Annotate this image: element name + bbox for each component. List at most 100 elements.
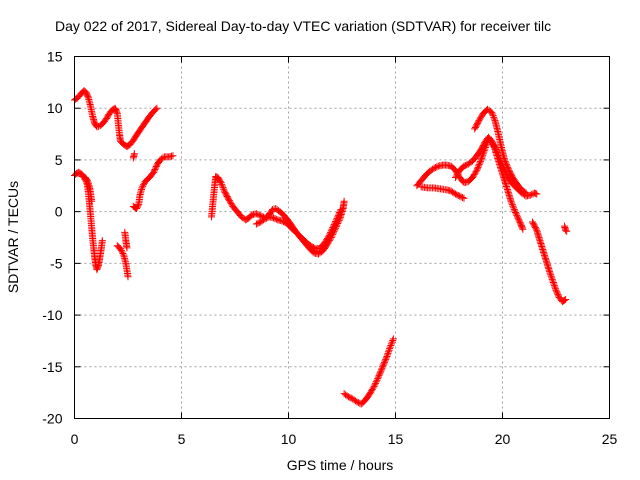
data-point: [490, 115, 498, 123]
data-point: [347, 394, 355, 402]
data-point: [218, 180, 226, 188]
data-point: [384, 349, 392, 357]
data-point: [512, 208, 520, 216]
data-point: [474, 163, 482, 171]
data-point: [429, 165, 437, 173]
data-point: [332, 216, 340, 224]
data-point: [139, 182, 147, 190]
data-series-segment: [471, 105, 530, 197]
data-point: [502, 160, 510, 168]
data-point: [532, 225, 540, 233]
data-series-segment: [207, 172, 348, 258]
data-point: [547, 271, 555, 279]
data-point: [353, 398, 361, 406]
data-point: [366, 390, 374, 398]
data-point: [473, 165, 481, 173]
data-point: [257, 212, 265, 220]
data-point: [321, 239, 329, 247]
y-tick-label: -10: [42, 307, 62, 323]
data-point: [169, 152, 177, 160]
data-point: [327, 227, 335, 235]
data-point: [469, 174, 477, 182]
data-point: [227, 200, 235, 208]
data-point: [490, 113, 498, 121]
data-point: [533, 190, 541, 198]
data-point: [375, 372, 383, 380]
data-point: [332, 217, 340, 225]
y-tick-label: 0: [55, 204, 63, 220]
data-point: [508, 199, 516, 207]
data-point: [152, 105, 160, 113]
data-point: [260, 216, 268, 224]
data-point: [457, 193, 465, 201]
data-point: [515, 216, 523, 224]
data-point: [336, 208, 344, 216]
data-point: [387, 340, 395, 348]
y-tick-label: 15: [47, 49, 63, 65]
data-point: [98, 237, 106, 245]
data-point: [478, 154, 486, 162]
data-point: [385, 348, 393, 356]
y-tick-label: -5: [50, 255, 63, 271]
data-point: [340, 197, 348, 205]
axis-ticks: [74, 56, 610, 419]
data-point: [507, 197, 515, 205]
data-point: [270, 214, 278, 222]
data-point: [218, 182, 226, 190]
data-point: [377, 367, 385, 375]
data-point: [83, 177, 91, 185]
data-point: [337, 206, 345, 214]
data-point: [280, 218, 288, 226]
data-point: [501, 156, 509, 164]
data-point: [473, 166, 481, 174]
data-point: [378, 364, 386, 372]
data-point: [385, 346, 393, 354]
data-point: [488, 108, 496, 116]
data-point: [430, 164, 438, 172]
y-tick-label: -20: [42, 411, 62, 427]
x-tick-label: 0: [71, 431, 79, 447]
data-point: [374, 375, 382, 383]
data-point: [508, 201, 516, 209]
data-point: [454, 169, 462, 177]
data-point: [329, 222, 337, 230]
data-point: [219, 184, 227, 192]
data-point: [551, 283, 559, 291]
data-point: [93, 123, 101, 131]
data-point: [453, 191, 461, 199]
data-point: [352, 397, 360, 405]
data-point: [552, 286, 560, 294]
data-series-segment: [113, 242, 132, 281]
data-point: [123, 244, 131, 252]
data-point: [334, 211, 342, 219]
x-axis-title: GPS time / hours: [287, 457, 394, 473]
y-tick-label: 10: [47, 100, 63, 116]
data-point: [501, 157, 509, 165]
data-point: [278, 217, 286, 225]
data-point: [546, 269, 554, 277]
data-point: [477, 114, 485, 122]
data-point: [331, 219, 339, 227]
data-point: [327, 228, 335, 236]
data-point: [382, 354, 390, 362]
data-point: [373, 376, 381, 384]
data-point: [553, 289, 561, 297]
data-point: [478, 153, 486, 161]
data-point: [322, 237, 330, 245]
data-point: [461, 161, 469, 169]
data-point: [551, 285, 559, 293]
data-point: [379, 363, 387, 371]
data-series-segment: [528, 218, 570, 306]
data-point: [526, 191, 534, 199]
x-tick-label: 20: [495, 431, 511, 447]
data-point: [309, 243, 317, 251]
data-point: [254, 210, 262, 218]
data-point: [477, 156, 485, 164]
data-point: [475, 162, 483, 170]
data-point: [255, 211, 263, 219]
data-point: [562, 226, 570, 234]
data-point: [150, 167, 158, 175]
data-point: [254, 219, 262, 227]
data-point: [532, 190, 540, 198]
data-point: [388, 338, 396, 346]
